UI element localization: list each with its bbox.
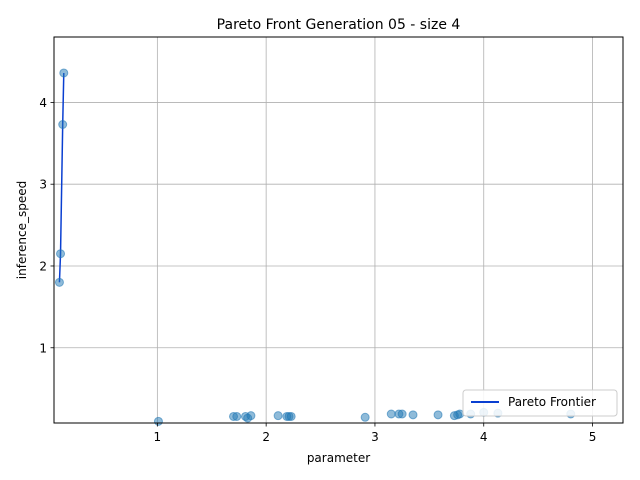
- x-tick-label: 2: [262, 430, 270, 444]
- y-tick-label: 3: [39, 178, 47, 192]
- x-axis-label: parameter: [307, 451, 370, 465]
- pareto-frontier-line: [58, 72, 65, 283]
- plot-frame: [53, 36, 624, 424]
- grid: [54, 37, 623, 423]
- legend-box: [462, 389, 618, 417]
- scatter-point: [232, 411, 242, 421]
- scatter-point: [286, 411, 296, 421]
- x-tick-label: 4: [480, 430, 488, 444]
- scatter-point: [273, 411, 283, 421]
- legend: Pareto Frontier: [462, 389, 618, 417]
- scatter-point: [386, 409, 396, 419]
- legend-label: Pareto Frontier: [508, 395, 596, 409]
- scatter-point: [153, 416, 163, 426]
- scatter-point: [408, 410, 418, 420]
- scatter-point: [54, 277, 64, 287]
- y-axis-label: inference_speed: [15, 181, 29, 279]
- x-tick-label: 3: [371, 430, 379, 444]
- scatter-point: [56, 249, 66, 259]
- scatter-point: [58, 120, 68, 130]
- x-tick-label: 5: [589, 430, 597, 444]
- scatter-point: [246, 411, 256, 421]
- y-tick-label: 4: [39, 96, 47, 110]
- y-tick-label: 2: [39, 259, 47, 273]
- y-tick-label: 1: [39, 341, 47, 355]
- scatter-point: [397, 409, 407, 419]
- chart-title: Pareto Front Generation 05 - size 4: [217, 17, 461, 33]
- scatter-point: [433, 410, 443, 420]
- scatter-point: [59, 68, 69, 78]
- axis-ticks: 1 2 3 4 5 1 2 3 4: [39, 96, 596, 444]
- x-tick-label: 1: [154, 430, 162, 444]
- scatter-point: [360, 412, 370, 422]
- pareto-frontier-polyline: [58, 72, 65, 283]
